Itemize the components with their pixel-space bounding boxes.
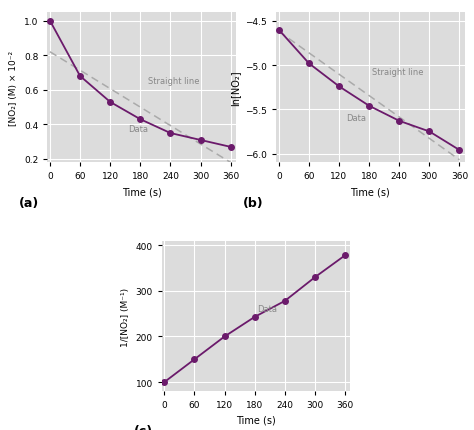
Y-axis label: ln[NO₂]: ln[NO₂] [230, 70, 240, 106]
Text: Data: Data [128, 125, 148, 134]
Text: Straight line: Straight line [372, 68, 423, 77]
Text: (b): (b) [242, 196, 263, 209]
Text: (c): (c) [134, 424, 153, 430]
Text: Data: Data [346, 114, 366, 123]
Text: Straight line: Straight line [148, 77, 199, 86]
X-axis label: Time (s): Time (s) [350, 187, 390, 197]
X-axis label: Time (s): Time (s) [236, 415, 276, 425]
Text: (a): (a) [19, 196, 39, 209]
Y-axis label: 1/[NO₂] (M⁻¹): 1/[NO₂] (M⁻¹) [121, 287, 130, 346]
Text: Data: Data [257, 305, 277, 313]
X-axis label: Time (s): Time (s) [122, 187, 162, 197]
Y-axis label: [NO₂] (M) × 10⁻²: [NO₂] (M) × 10⁻² [9, 50, 18, 126]
